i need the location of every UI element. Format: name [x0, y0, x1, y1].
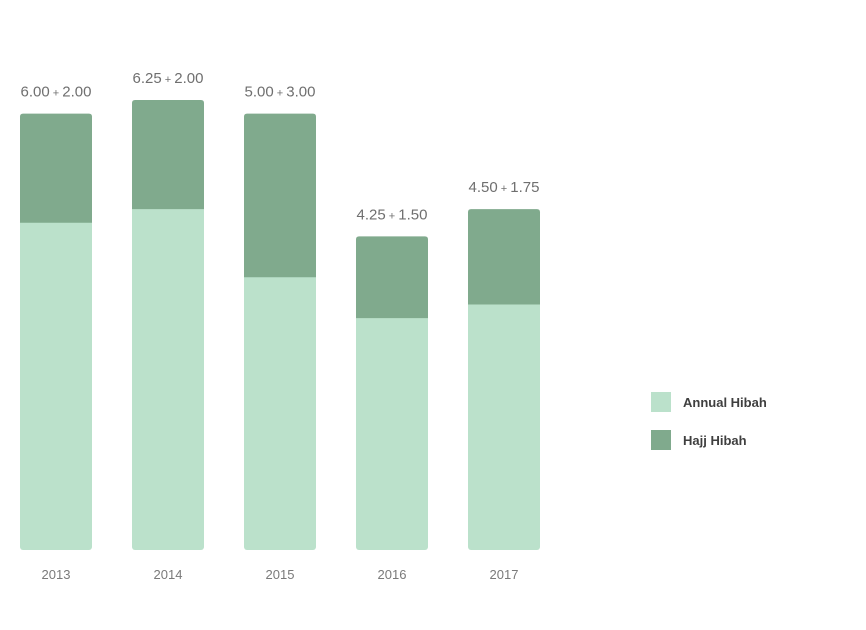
bar-annual-hibah-2017 [468, 301, 540, 550]
bar-value-label-2015: 5.00 + 3.00 [245, 84, 316, 101]
bar-value-label-2013: 6.00 + 2.00 [21, 84, 92, 101]
x-tick-label-2013: 2013 [42, 567, 71, 582]
bar-hajj-hibah-2016 [356, 236, 428, 319]
bar-value-label-2014: 6.25 + 2.00 [133, 70, 204, 87]
legend-swatch-annual-hibah [651, 392, 671, 412]
x-tick-label-2016: 2016 [378, 567, 407, 582]
x-tick-label-2014: 2014 [154, 567, 183, 582]
bar-hajj-hibah-2013 [20, 113, 92, 223]
bar-hajj-hibah-2014 [132, 100, 204, 210]
legend: Annual Hibah Hajj Hibah [651, 392, 767, 468]
legend-label-hajj-hibah: Hajj Hibah [683, 432, 747, 448]
bar-annual-hibah-2013 [20, 219, 92, 550]
bar-annual-hibah-2016 [356, 315, 428, 550]
legend-item-annual-hibah: Annual Hibah [651, 392, 767, 412]
bar-value-label-2016: 4.25 + 1.50 [357, 206, 428, 223]
legend-swatch-hajj-hibah [651, 430, 671, 450]
bar-value-label-2017: 4.50 + 1.75 [469, 179, 540, 196]
bar-hajj-hibah-2017 [468, 209, 540, 305]
x-tick-label-2015: 2015 [266, 567, 295, 582]
legend-item-hajj-hibah: Hajj Hibah [651, 430, 767, 450]
bar-hajj-hibah-2015 [244, 113, 316, 278]
legend-label-annual-hibah: Annual Hibah [683, 394, 767, 410]
x-tick-label-2017: 2017 [490, 567, 519, 582]
bar-annual-hibah-2015 [244, 274, 316, 550]
bar-annual-hibah-2014 [132, 206, 204, 550]
